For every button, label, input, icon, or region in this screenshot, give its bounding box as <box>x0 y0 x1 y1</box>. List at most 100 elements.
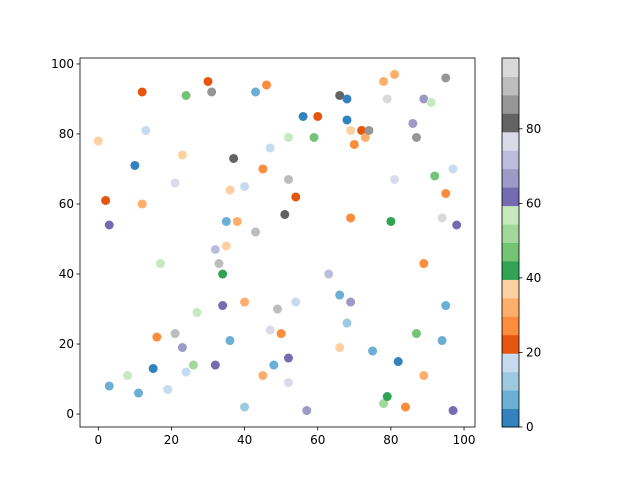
point <box>134 388 144 398</box>
colorbar-segment <box>502 224 519 243</box>
point <box>291 192 301 202</box>
point <box>251 227 261 237</box>
point <box>221 216 231 226</box>
point <box>188 360 198 370</box>
point <box>448 164 458 174</box>
point <box>218 301 228 311</box>
point <box>163 385 173 395</box>
point <box>265 325 275 335</box>
point <box>181 367 191 377</box>
point <box>273 304 282 314</box>
point <box>452 220 462 230</box>
point <box>430 171 440 181</box>
point <box>155 259 165 269</box>
colorbar-segment <box>502 390 519 410</box>
point <box>291 297 301 307</box>
y-tick-label: 60 <box>59 197 74 211</box>
point <box>177 343 187 353</box>
colorbar-segment <box>502 113 519 133</box>
colorbar-segment <box>502 353 519 373</box>
point <box>232 216 242 226</box>
colorbar-segment <box>502 279 519 299</box>
colorbar-segment <box>502 94 519 114</box>
point <box>364 125 374 135</box>
colorbar-segment <box>502 242 519 262</box>
point <box>181 90 191 100</box>
point <box>342 115 352 125</box>
point <box>335 90 345 100</box>
y-tick-label: 80 <box>59 127 74 141</box>
point <box>101 195 111 205</box>
point <box>203 76 213 86</box>
point <box>258 164 268 174</box>
colorbar-segment <box>502 408 519 428</box>
point <box>437 336 447 346</box>
point <box>441 73 451 83</box>
point <box>240 297 250 307</box>
point <box>265 143 275 153</box>
point <box>283 378 293 388</box>
point <box>130 160 140 170</box>
colorbar-tick-label: 20 <box>526 345 541 359</box>
point <box>411 132 421 142</box>
point <box>229 153 239 163</box>
point <box>192 308 202 318</box>
colorbar-segment <box>502 260 519 280</box>
colorbar-segment <box>502 316 519 336</box>
point <box>280 209 290 219</box>
point <box>411 329 421 339</box>
point <box>141 125 151 135</box>
point <box>93 136 103 146</box>
point <box>207 87 217 97</box>
point <box>309 132 319 142</box>
point <box>123 371 133 381</box>
point <box>276 329 286 339</box>
colorbar-segment <box>502 371 519 391</box>
point <box>441 188 451 198</box>
point <box>408 118 418 128</box>
point <box>324 269 334 279</box>
y-tick-label: 0 <box>66 407 74 421</box>
colorbar-frame <box>501 57 520 428</box>
colorbar-segment <box>502 187 519 207</box>
point <box>283 174 293 184</box>
point <box>349 139 359 149</box>
y-tick-label: 100 <box>51 57 74 71</box>
point <box>393 357 403 367</box>
point <box>342 94 352 104</box>
point <box>335 343 345 353</box>
point <box>240 402 250 412</box>
point <box>170 178 180 188</box>
point <box>382 392 392 402</box>
colorbar-segment <box>502 205 519 225</box>
x-tick-label: 0 <box>94 433 102 447</box>
point <box>210 360 220 370</box>
point <box>357 125 367 135</box>
point <box>390 174 400 184</box>
point <box>298 111 308 121</box>
point <box>419 94 429 104</box>
axes-frame <box>79 57 476 428</box>
x-tick-label: 100 <box>453 433 476 447</box>
point <box>170 329 180 339</box>
x-tick-label: 20 <box>164 433 179 447</box>
point <box>437 213 447 223</box>
point <box>335 290 345 300</box>
point <box>225 185 235 195</box>
colorbar-tick-label: 40 <box>526 271 541 285</box>
point <box>419 371 429 381</box>
point <box>346 297 356 307</box>
point <box>401 402 411 412</box>
colorbar-segment <box>502 297 519 317</box>
point <box>419 259 429 269</box>
y-tick-label: 40 <box>59 267 74 281</box>
point <box>441 301 451 311</box>
point <box>177 150 187 160</box>
point <box>218 269 228 279</box>
point <box>382 94 392 104</box>
point <box>386 216 396 226</box>
point <box>262 80 272 90</box>
point <box>104 220 114 230</box>
colorbar-tick-label: 60 <box>526 196 541 210</box>
